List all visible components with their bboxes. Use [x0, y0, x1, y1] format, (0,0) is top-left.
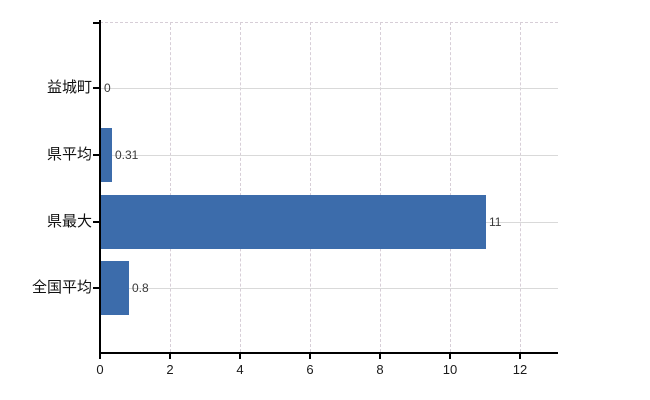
y-tick — [93, 22, 100, 24]
x-tick-label: 12 — [512, 362, 528, 377]
value-label: 11 — [489, 215, 502, 229]
gridline-horizontal — [100, 155, 558, 156]
x-tick-label: 10 — [442, 362, 458, 377]
y-tick — [93, 221, 100, 223]
gridline-horizontal — [100, 88, 558, 89]
category-label: 県平均 — [46, 146, 92, 163]
x-tick-label: 2 — [166, 362, 174, 377]
category-label: 全国平均 — [31, 279, 92, 296]
gridline-vertical — [450, 22, 451, 352]
x-tick-label: 0 — [96, 362, 104, 377]
gridline-vertical — [170, 22, 171, 352]
x-tick — [309, 354, 311, 359]
y-tick — [93, 154, 100, 156]
gridline-vertical — [520, 22, 521, 352]
gridline-top — [100, 22, 558, 23]
bar — [101, 128, 112, 182]
x-axis — [99, 352, 558, 354]
x-tick-label: 8 — [376, 362, 384, 377]
y-tick — [93, 287, 100, 289]
category-label: 県最大 — [46, 213, 92, 230]
value-label: 0.31 — [115, 148, 139, 162]
value-label: 0 — [104, 81, 111, 95]
gridline-vertical — [310, 22, 311, 352]
y-tick — [93, 87, 100, 89]
y-axis — [99, 20, 101, 354]
gridline-horizontal — [100, 288, 558, 289]
category-label: 益城町 — [46, 79, 92, 96]
x-tick — [99, 354, 101, 359]
x-tick — [379, 354, 381, 359]
x-tick — [519, 354, 521, 359]
bar — [101, 261, 129, 315]
value-label: 0.8 — [132, 281, 149, 295]
x-tick-label: 4 — [236, 362, 244, 377]
x-tick — [169, 354, 171, 359]
gridline-vertical — [240, 22, 241, 352]
x-tick-label: 6 — [306, 362, 314, 377]
bar — [101, 195, 486, 249]
gridline-vertical — [380, 22, 381, 352]
x-tick — [449, 354, 451, 359]
x-tick — [239, 354, 241, 359]
